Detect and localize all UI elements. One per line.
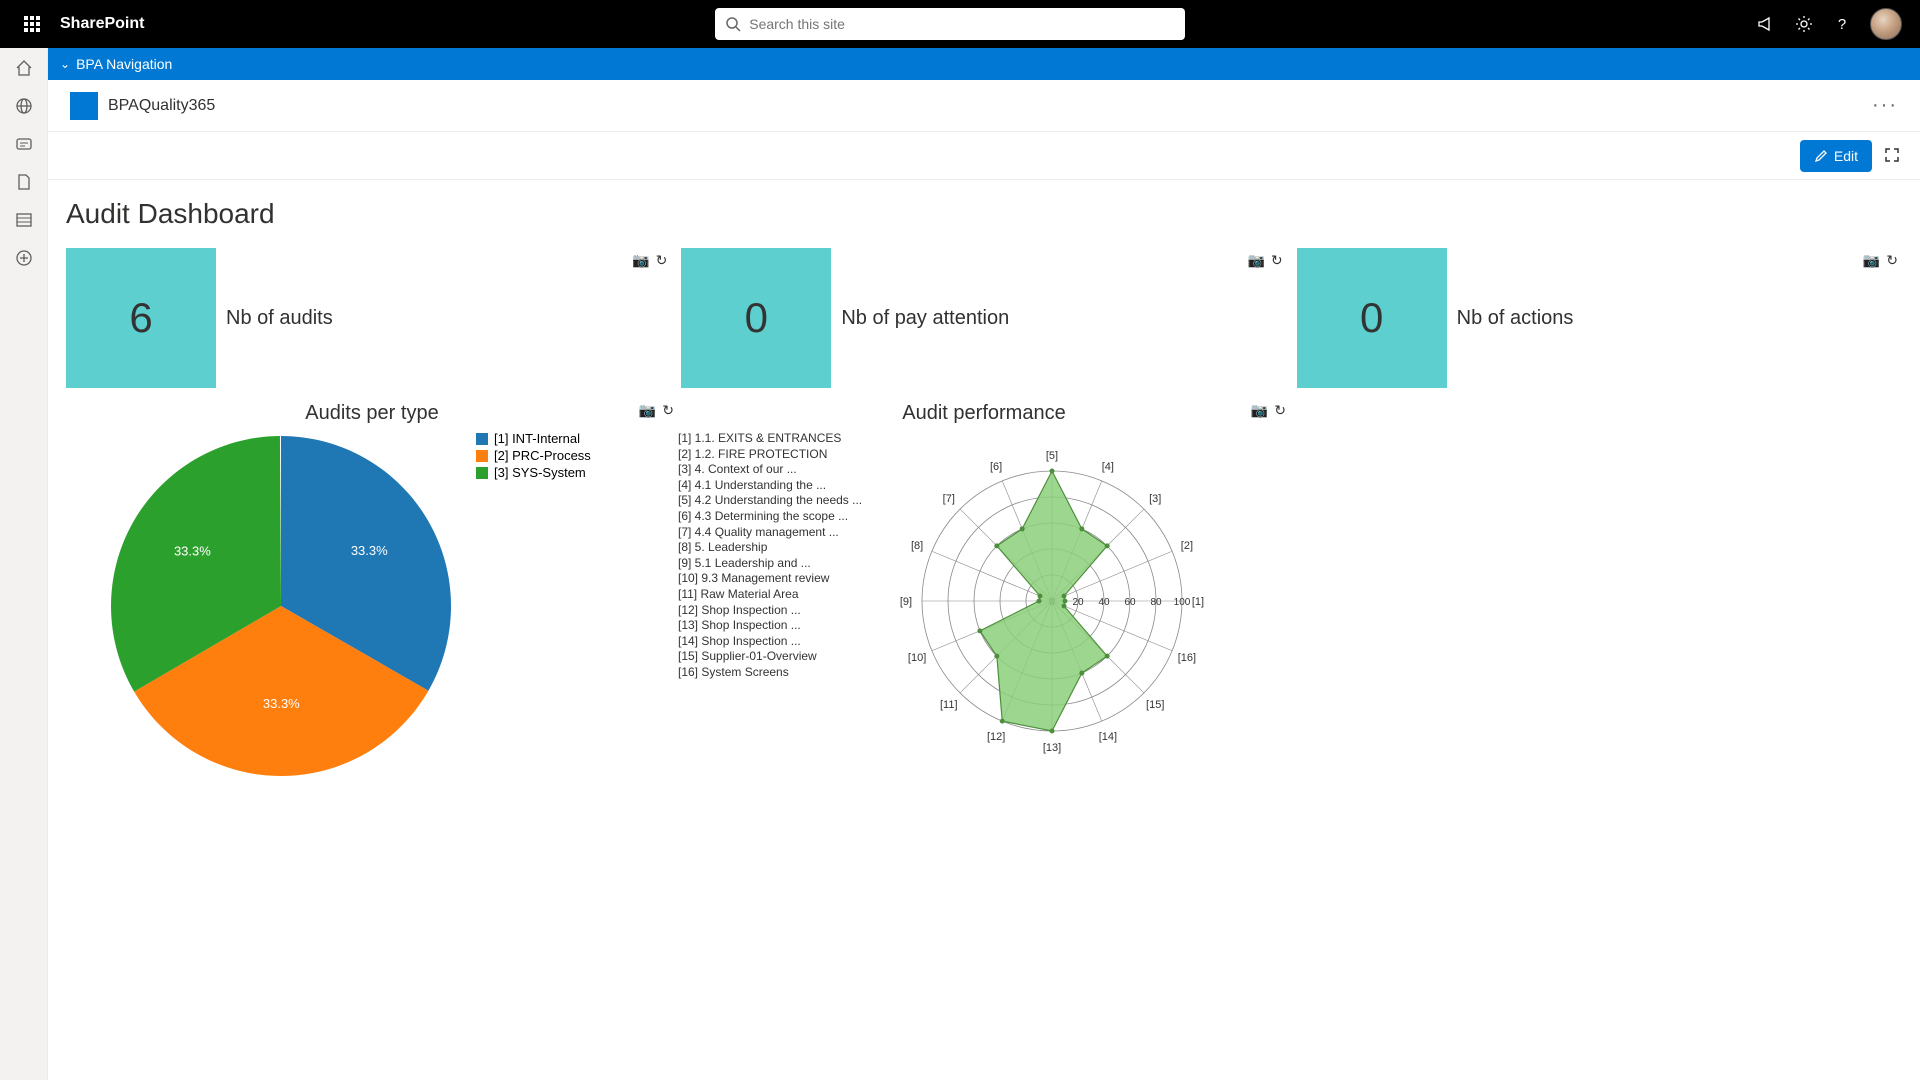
chevron-down-icon: ⌄ [60,57,70,71]
file-icon[interactable] [14,172,34,192]
radar-title: Audit performance [678,402,1290,425]
suite-bar: SharePoint ? [0,0,1920,48]
kpi-value: 0 [1360,294,1383,342]
waffle-icon [24,16,40,32]
add-icon[interactable] [14,248,34,268]
megaphone-icon[interactable] [1756,14,1776,34]
camera-icon[interactable]: 📷 [1863,252,1880,269]
home-icon[interactable] [14,58,34,78]
pie-title: Audits per type [66,402,678,425]
kpi-label: Nb of actions [1457,307,1574,330]
tile-actions: 📷 ↻ [632,252,667,269]
svg-text:20: 20 [1073,597,1085,608]
svg-text:[6]: [6] [990,461,1002,473]
refresh-icon[interactable]: ↻ [1271,252,1283,269]
ellipsis-icon[interactable]: ··· [1872,94,1898,117]
help-icon[interactable]: ? [1832,14,1852,34]
kpi-value-box: 0 [681,248,831,388]
globe-icon[interactable] [14,96,34,116]
kpi-row: 📷 ↻ 6 Nb of audits 📷 ↻ 0 Nb of pay atten… [66,248,1902,388]
camera-icon[interactable]: 📷 [639,402,656,419]
page-title: Audit Dashboard [66,198,1902,230]
kpi-label: Nb of audits [226,307,333,330]
svg-text:[13]: [13] [1043,742,1061,754]
svg-text:[11]: [11] [940,699,958,711]
svg-text:33.3%: 33.3% [263,696,300,711]
svg-text:33.3%: 33.3% [351,543,388,558]
pie-chart: 33.3% 33.3% 33.3% [106,431,456,781]
refresh-icon[interactable]: ↻ [662,402,674,419]
bpa-nav-label: BPA Navigation [76,56,172,72]
list-icon[interactable] [14,210,34,230]
svg-text:40: 40 [1099,597,1111,608]
site-title[interactable]: BPAQuality365 [108,97,215,115]
search-wrap [144,8,1756,40]
nav-rail [0,48,48,1080]
radar-widget: 📷 ↻ Audit performance [1] 1.1. EXITS & E… [678,398,1290,781]
svg-text:80: 80 [1151,597,1163,608]
kpi-widget-1: 📷 ↻ 6 Nb of audits [66,248,671,388]
search-icon [725,16,741,32]
kpi-widget-3: 📷 ↻ 0 Nb of actions [1297,248,1902,388]
svg-text:[4]: [4] [1102,461,1114,473]
refresh-icon[interactable]: ↻ [1886,252,1898,269]
svg-text:[14]: [14] [1099,731,1117,743]
svg-text:[12]: [12] [987,731,1005,743]
svg-text:[8]: [8] [911,540,923,552]
tile-actions: 📷 ↻ [639,402,674,419]
kpi-value-box: 6 [66,248,216,388]
svg-text:100: 100 [1174,597,1191,608]
svg-text:[3]: [3] [1149,493,1161,505]
search-input[interactable] [749,16,1175,32]
avatar[interactable] [1870,8,1902,40]
site-logo[interactable] [70,92,98,120]
svg-text:?: ? [1838,16,1846,33]
refresh-icon[interactable]: ↻ [656,252,668,269]
tile-actions: 📷 ↻ [1251,402,1286,419]
kpi-widget-2: 📷 ↻ 0 Nb of pay attention [681,248,1286,388]
site-header: BPAQuality365 ··· [48,80,1920,132]
tile-actions: 📷 ↻ [1247,252,1282,269]
suite-right: ? [1756,8,1912,40]
brand-name: SharePoint [60,15,144,33]
svg-text:[15]: [15] [1146,699,1164,711]
news-icon[interactable] [14,134,34,154]
edit-label: Edit [1834,148,1858,164]
content: ⌄ BPA Navigation BPAQuality365 ··· Edit … [48,48,1920,1080]
refresh-icon[interactable]: ↻ [1274,402,1286,419]
kpi-value: 0 [745,294,768,342]
app-launcher[interactable] [8,0,56,48]
edit-button[interactable]: Edit [1800,140,1872,172]
pencil-icon [1814,149,1828,163]
svg-text:[2]: [2] [1181,540,1193,552]
svg-text:[7]: [7] [943,493,955,505]
tile-actions: 📷 ↻ [1863,252,1898,269]
search-box[interactable] [715,8,1185,40]
command-bar: Edit [48,132,1920,180]
bpa-ribbon[interactable]: ⌄ BPA Navigation [48,48,1920,80]
svg-text:33.3%: 33.3% [174,543,211,558]
kpi-value: 6 [129,294,152,342]
svg-text:[9]: [9] [900,596,912,608]
radar-chart: [1] [2] [3] [4] [5] [6] [7] [8] [9] [10] [11] [12] [… [882,431,1222,771]
kpi-value-box: 0 [1297,248,1447,388]
camera-icon[interactable]: 📷 [1247,252,1264,269]
kpi-label: Nb of pay attention [841,307,1009,330]
radar-legend: [1] 1.1. EXITS & ENTRANCES[2] 1.2. FIRE … [678,431,862,681]
svg-text:[16]: [16] [1178,652,1196,664]
pie-widget: 📷 ↻ Audits per type 33.3% 33.3% 33.3% [1] … [66,398,678,781]
empty-widget [1290,398,1902,781]
chart-row: 📷 ↻ Audits per type 33.3% 33.3% 33.3% [1] … [66,398,1902,781]
pie-legend: [1] INT-Internal[2] PRC-Process[3] SYS-S… [476,431,591,482]
svg-text:[10]: [10] [908,652,926,664]
svg-text:[5]: [5] [1046,450,1058,462]
camera-icon[interactable]: 📷 [632,252,649,269]
svg-text:[1]: [1] [1192,596,1204,608]
expand-icon[interactable] [1884,147,1902,165]
camera-icon[interactable]: 📷 [1251,402,1268,419]
svg-text:60: 60 [1125,597,1137,608]
page: Audit Dashboard 📷 ↻ 6 Nb of audits 📷 ↻ [48,180,1920,1080]
gear-icon[interactable] [1794,14,1814,34]
